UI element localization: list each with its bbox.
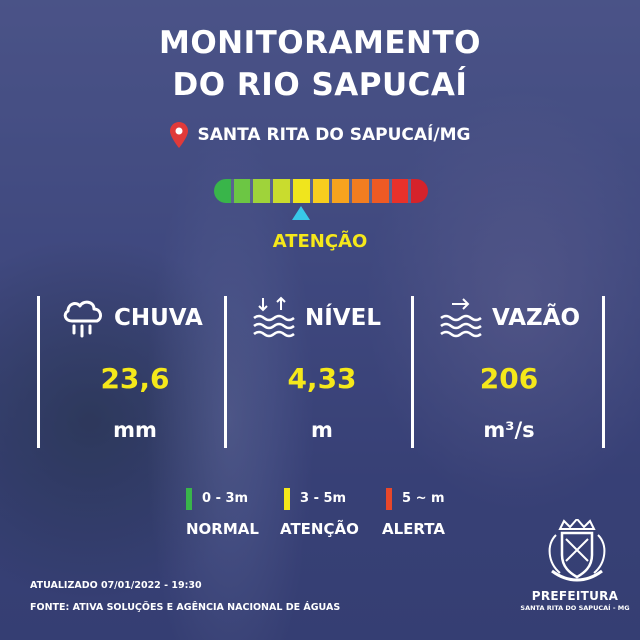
level-scale-segment-7 xyxy=(332,179,353,203)
city-crest-icon xyxy=(548,519,606,582)
metric-nivel-header: NÍVEL xyxy=(227,296,417,340)
level-scale-segment-10 xyxy=(391,179,412,203)
location-text: SANTA RITA DO SAPUCAÍ/MG xyxy=(197,125,471,145)
divider-left xyxy=(37,296,40,448)
divider-center-left xyxy=(224,296,227,448)
legend-alerta-swatch xyxy=(386,488,392,510)
water-level-icon xyxy=(253,296,295,338)
metric-vazao-value: 206 xyxy=(479,362,539,395)
legend-normal-range: 0 - 3m xyxy=(202,491,249,506)
metric-vazao-label: VAZÃO xyxy=(492,305,581,331)
legend-atencao-swatch xyxy=(284,488,290,510)
metric-vazao: VAZÃO 206 m³/s xyxy=(414,296,604,442)
legend-atencao-name: ATENÇÃO xyxy=(280,520,359,538)
rain-cloud-icon xyxy=(63,300,103,338)
metric-chuva-value: 23,6 xyxy=(100,362,170,395)
prefeitura-name: PREFEITURA xyxy=(531,589,619,603)
updated-timestamp: ATUALIZADO 07/01/2022 - 19:30 xyxy=(30,580,202,591)
level-scale-bar xyxy=(214,179,428,203)
level-scale-segment-5 xyxy=(292,179,313,203)
level-scale-segment-3 xyxy=(253,179,274,203)
current-status-label: ATENÇÃO xyxy=(272,231,368,252)
title-line-2: DO RIO SAPUCAÍ xyxy=(172,67,468,103)
level-scale-segment-2 xyxy=(233,179,254,203)
level-scale-segment-8 xyxy=(352,179,372,203)
metric-chuva-label: CHUVA xyxy=(114,305,203,331)
level-scale-segment-11 xyxy=(411,179,428,203)
page-title: MONITORAMENTO DO RIO SAPUCAÍ xyxy=(0,22,640,106)
metric-nivel-unit: m xyxy=(311,418,333,442)
legend-alerta-range: 5 ~ m xyxy=(402,491,445,506)
prefeitura-city: SANTA RITA DO SAPUCAÍ - MG xyxy=(520,604,630,612)
data-source: FONTE: ATIVA SOLUÇÕES E AGÊNCIA NACIONAL… xyxy=(30,602,341,613)
metric-chuva: CHUVA 23,6 mm xyxy=(40,296,230,442)
metric-chuva-unit: mm xyxy=(113,418,157,442)
legend-alerta-name: ALERTA xyxy=(382,520,445,538)
metric-chuva-header: CHUVA xyxy=(40,296,230,340)
water-flow-icon xyxy=(440,298,482,338)
divider-center-right xyxy=(411,296,414,448)
metric-nivel-value: 4,33 xyxy=(287,362,357,395)
legend-normal-name: NORMAL xyxy=(186,520,259,538)
level-pointer-icon xyxy=(292,206,310,220)
metric-nivel: NÍVEL 4,33 m xyxy=(227,296,417,442)
title-line-1: MONITORAMENTO xyxy=(158,25,481,61)
legend-normal-swatch xyxy=(186,488,192,510)
metric-vazao-unit: m³/s xyxy=(483,418,535,442)
legend-atencao-range: 3 - 5m xyxy=(300,491,347,506)
metric-vazao-header: VAZÃO xyxy=(414,296,604,340)
divider-right xyxy=(602,296,605,448)
level-scale-segment-4 xyxy=(273,179,293,203)
level-scale-segment-9 xyxy=(371,179,392,203)
level-scale-segment-6 xyxy=(312,179,333,203)
level-scale-segment-1 xyxy=(214,179,234,203)
map-pin-icon xyxy=(169,122,188,148)
metric-nivel-label: NÍVEL xyxy=(305,305,381,331)
location: SANTA RITA DO SAPUCAÍ/MG xyxy=(0,122,640,148)
